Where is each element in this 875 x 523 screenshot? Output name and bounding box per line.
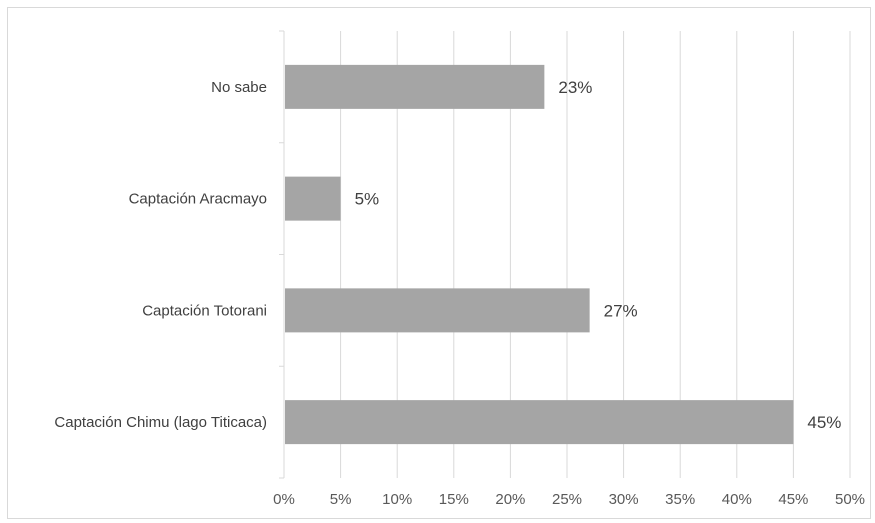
x-tick-label: 25% bbox=[552, 491, 582, 508]
bar bbox=[285, 176, 341, 221]
bar-value-label: 27% bbox=[604, 301, 638, 320]
data-labels: 23% 5% 27% 45% bbox=[355, 78, 842, 432]
x-tick-label: 35% bbox=[665, 491, 695, 508]
bar-value-label: 5% bbox=[355, 190, 380, 209]
bars bbox=[285, 64, 794, 445]
bar bbox=[285, 64, 545, 109]
bar bbox=[285, 400, 794, 445]
x-tick-label: 20% bbox=[495, 491, 525, 508]
x-tick-label: 0% bbox=[273, 491, 295, 508]
x-tick-label: 10% bbox=[382, 491, 412, 508]
x-tick-label: 15% bbox=[439, 491, 469, 508]
x-tick-labels: 0% 5% 10% 15% 20% 25% 30% 35% 40% 45% 50% bbox=[273, 491, 865, 508]
x-tick-label: 30% bbox=[609, 491, 639, 508]
category-label: Captación Totorani bbox=[142, 302, 267, 319]
bar-value-label: 23% bbox=[558, 78, 592, 97]
x-tick-label: 45% bbox=[778, 491, 808, 508]
category-axis bbox=[279, 30, 285, 479]
category-labels: No sabe Captación Aracmayo Captación Totor… bbox=[54, 79, 267, 431]
x-tick-label: 50% bbox=[835, 491, 865, 508]
category-label: Captación Aracmayo bbox=[129, 191, 267, 208]
x-tick-label: 5% bbox=[330, 491, 352, 508]
category-label: No sabe bbox=[211, 79, 267, 96]
bar bbox=[285, 288, 590, 333]
bar-value-label: 45% bbox=[807, 413, 841, 432]
x-tick-label: 40% bbox=[722, 491, 752, 508]
category-label: Captación Chimu (lago Titicaca) bbox=[54, 414, 267, 431]
